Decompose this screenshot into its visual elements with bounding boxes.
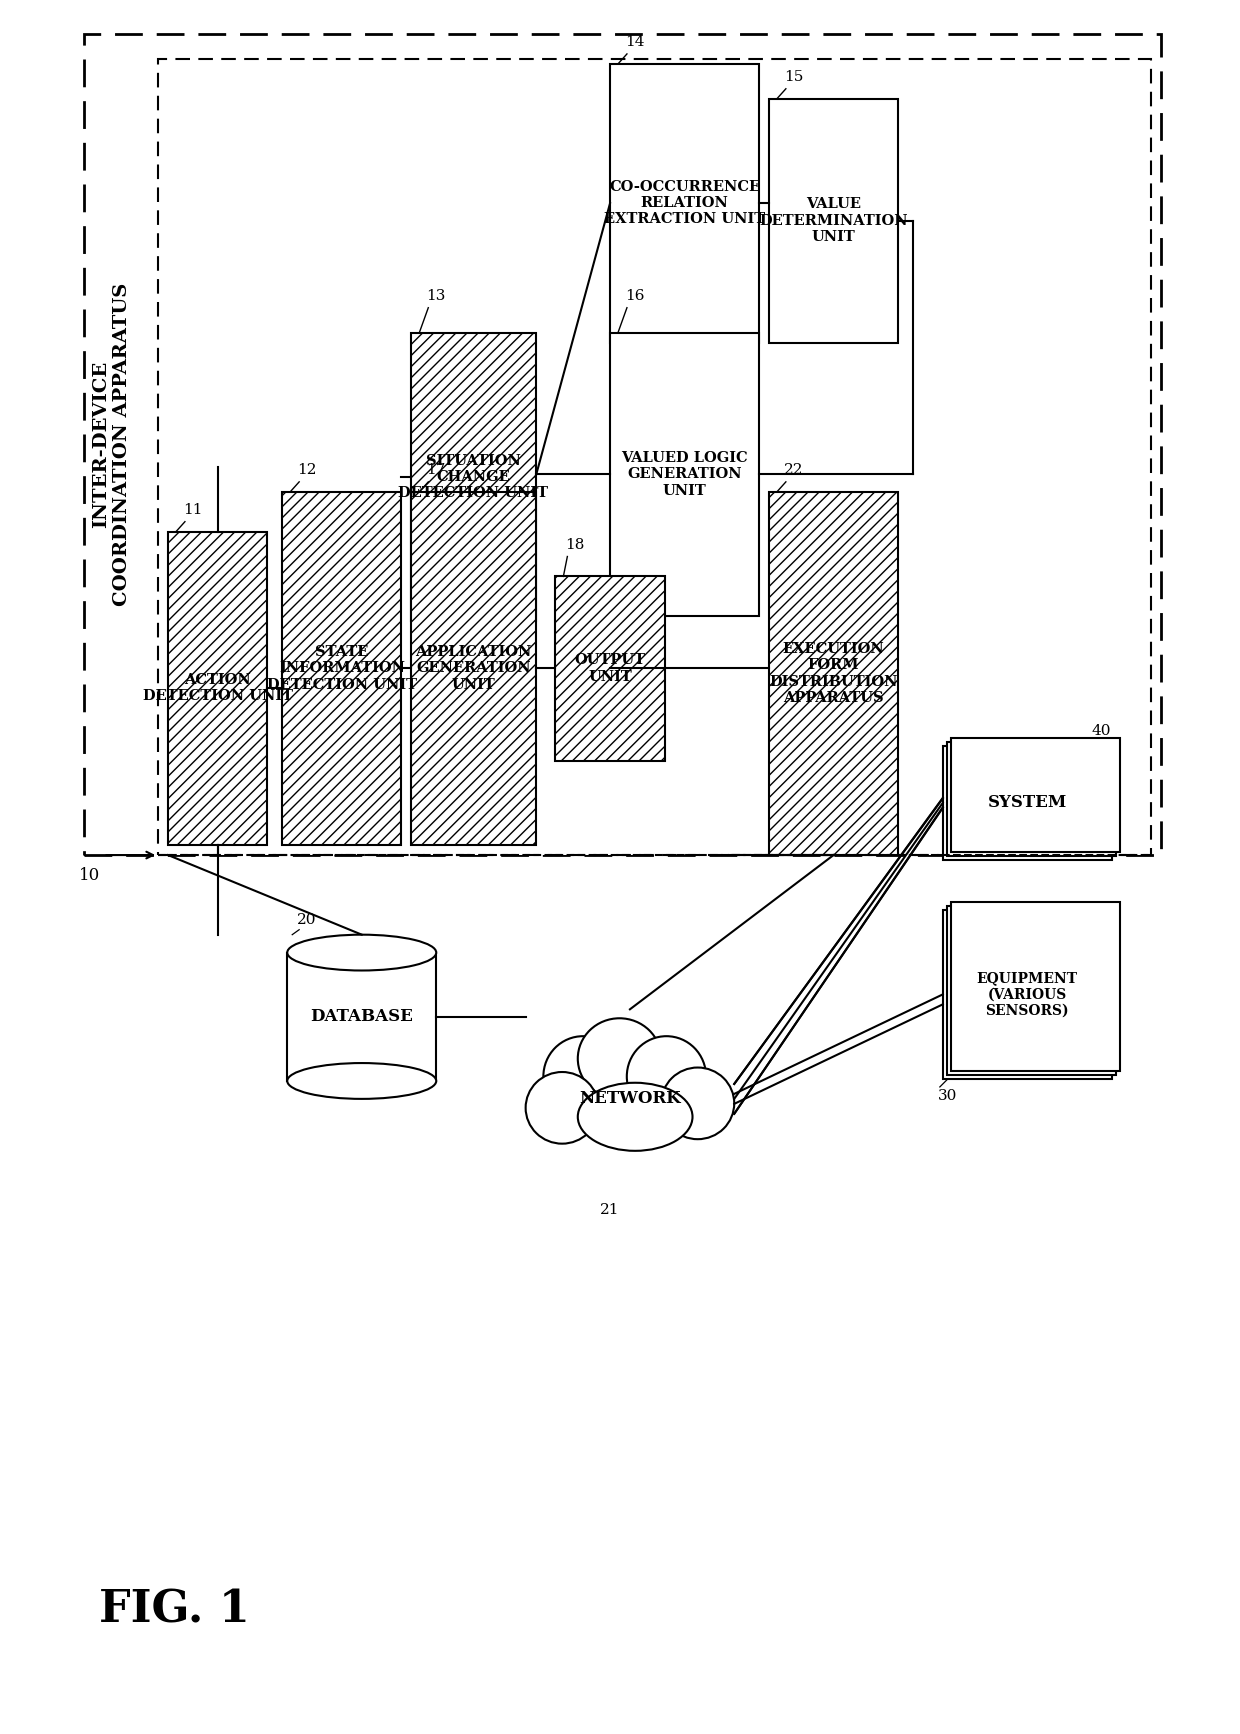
Bar <box>947 905 1116 1075</box>
Ellipse shape <box>578 1082 692 1151</box>
Text: VALUE
DETERMINATION
UNIT: VALUE DETERMINATION UNIT <box>759 198 908 244</box>
Ellipse shape <box>626 1037 706 1117</box>
Text: OUTPUT
UNIT: OUTPUT UNIT <box>574 654 646 683</box>
Text: 21: 21 <box>600 1203 620 1217</box>
Bar <box>556 576 665 761</box>
Bar <box>159 59 1152 855</box>
Bar <box>942 910 1112 1079</box>
Text: NETWORK: NETWORK <box>579 1091 681 1108</box>
Bar <box>288 952 436 1080</box>
Text: 40: 40 <box>1091 723 1111 737</box>
Text: SYSTEM: SYSTEM <box>987 794 1066 812</box>
Text: INTER-DEVICE
COORDINATION APPARATUS: INTER-DEVICE COORDINATION APPARATUS <box>92 283 131 607</box>
Text: CO-OCCURRENCE
RELATION
EXTRACTION UNIT: CO-OCCURRENCE RELATION EXTRACTION UNIT <box>604 180 765 227</box>
Text: FIG. 1: FIG. 1 <box>98 1588 249 1632</box>
Text: EQUIPMENT
(VARIOUS
SENSORS): EQUIPMENT (VARIOUS SENSORS) <box>977 971 1078 1018</box>
Bar <box>83 35 1162 855</box>
Ellipse shape <box>661 1068 734 1139</box>
Bar <box>610 64 759 343</box>
Text: 14: 14 <box>625 35 645 49</box>
Bar <box>769 99 898 343</box>
Bar <box>412 492 536 844</box>
Ellipse shape <box>543 1037 622 1117</box>
Text: 13: 13 <box>427 290 445 303</box>
Ellipse shape <box>288 935 436 971</box>
Text: 10: 10 <box>78 867 100 884</box>
Ellipse shape <box>288 1063 436 1099</box>
Ellipse shape <box>526 1072 599 1144</box>
Bar <box>169 532 268 844</box>
Text: APPLICATION
GENERATION
UNIT: APPLICATION GENERATION UNIT <box>415 645 532 692</box>
Text: 15: 15 <box>784 69 804 83</box>
Bar <box>412 333 536 621</box>
Text: DATABASE: DATABASE <box>310 1007 413 1025</box>
Text: 22: 22 <box>784 463 804 477</box>
Text: EXECUTION
FORM
DISTRIBUTION
APPARATUS: EXECUTION FORM DISTRIBUTION APPARATUS <box>769 642 898 704</box>
Bar <box>951 737 1120 851</box>
Ellipse shape <box>578 1018 661 1099</box>
Text: 12: 12 <box>298 463 316 477</box>
Bar <box>951 902 1120 1072</box>
Text: 30: 30 <box>937 1089 957 1103</box>
Bar <box>769 492 898 855</box>
Bar <box>610 333 759 616</box>
Text: 17: 17 <box>427 463 445 477</box>
Bar <box>942 746 1112 860</box>
Text: 20: 20 <box>298 912 316 926</box>
Text: 18: 18 <box>565 538 585 551</box>
Text: ACTION
DETECTION UNIT: ACTION DETECTION UNIT <box>143 673 293 704</box>
Text: SITUATION
CHANGE
DETECTION UNIT: SITUATION CHANGE DETECTION UNIT <box>398 454 548 499</box>
Text: STATE
INFORMATION
DETECTION UNIT: STATE INFORMATION DETECTION UNIT <box>267 645 417 692</box>
Bar <box>283 492 402 844</box>
Text: 16: 16 <box>625 290 645 303</box>
Bar <box>947 742 1116 857</box>
Text: VALUED LOGIC
GENERATION
UNIT: VALUED LOGIC GENERATION UNIT <box>621 451 748 498</box>
Text: 11: 11 <box>184 503 202 517</box>
